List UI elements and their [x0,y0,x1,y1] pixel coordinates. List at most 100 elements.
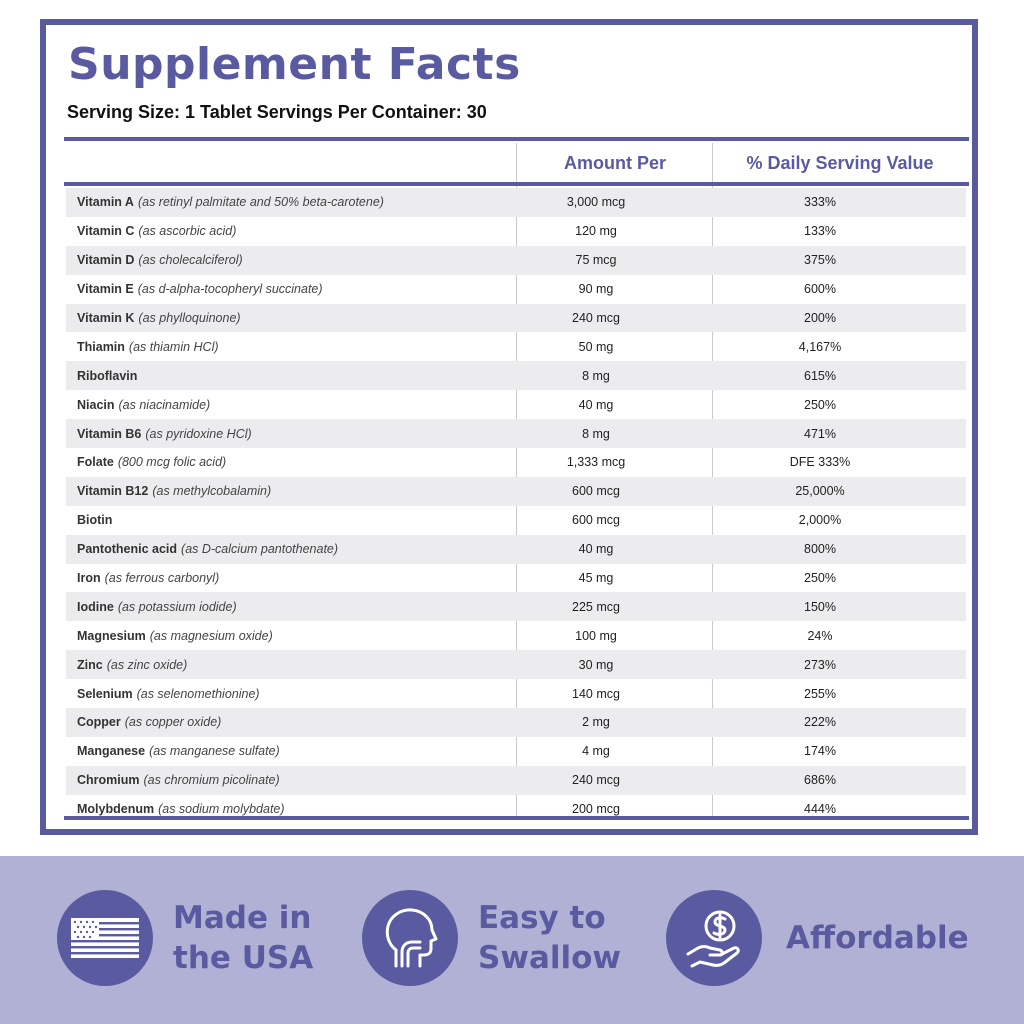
table-row: Riboflavin 8 mg 615% [66,361,966,391]
nutrient-name-cell: Zinc (as zinc oxide) [66,658,498,672]
nutrient-source: (as copper oxide) [124,715,222,730]
head-throat-icon [362,890,458,986]
daily-value-cell: 250% [804,571,836,586]
divider-header [64,182,969,186]
daily-value-cell: 133% [804,224,836,239]
daily-value-cell: 25,000% [795,484,845,499]
table-row: Manganese (as manganese sulfate) 4 mg 174% [66,737,966,766]
amount-cell: 90 mg [578,282,614,297]
nutrient-name-cell: Manganese (as manganese sulfate) [66,744,498,758]
nutrient-source: (as pyridoxine HCl) [145,426,252,441]
amount-cell: 1,333 mcg [566,455,626,470]
page-title: Supplement Facts [68,39,521,90]
table-row: Niacin (as niacinamide) 40 mg 250% [66,390,966,419]
nutrient-name: Copper [77,715,121,730]
nutrient-source: (as potassium iodide) [117,599,237,614]
nutrient-name-cell: Vitamin K (as phylloquinone) [66,311,498,325]
feature-label-line: Made in [173,900,312,936]
nutrient-name: Biotin [77,513,113,528]
amount-cell: 40 mg [578,397,614,412]
nutrient-name: Molybdenum [77,802,155,817]
table-row: Vitamin B12 (as methylcobalamin) 600 mcg 25… [66,476,966,506]
amount-cell: 4 mg [582,744,610,759]
nutrient-name-cell: Molybdenum (as sodium molybdate) [66,802,498,816]
nutrient-name-cell: Vitamin E (as d-alpha-tocopheryl succinat… [66,282,498,296]
nutrient-source: (as methylcobalamin) [152,484,272,499]
nutrient-source: (as D-calcium pantothenate) [181,542,339,557]
nutrient-name: Vitamin C [77,224,135,239]
daily-value-cell: 615% [804,368,836,383]
feature-label: Easy to Swallow [478,898,621,978]
table-row: Vitamin C (as ascorbic acid) 120 mg 133% [66,217,966,246]
daily-value-cell: 686% [804,773,836,788]
nutrient-source: (as ferrous carbonyl) [104,571,220,586]
nutrient-name: Manganese [77,744,146,759]
amount-cell: 40 mg [578,542,614,557]
table-row: Iodine (as potassium iodide) 225 mcg 150% [66,592,966,622]
nutrient-name: Thiamin [77,339,125,354]
daily-value-cell: 4,167% [798,339,842,354]
nutrient-name-cell: Iodine (as potassium iodide) [66,600,498,614]
table-row: Vitamin A (as retinyl palmitate and 50% b… [66,188,966,217]
nutrient-source: (as selenomethionine) [136,686,260,701]
nutrient-name-cell: Niacin (as niacinamide) [66,398,498,412]
feature-label-line: the USA [173,940,314,976]
amount-cell: 240 mcg [572,773,620,788]
feature-label: Affordable [786,918,969,958]
feature-label-line: Easy to [478,900,606,936]
nutrient-name-cell: Vitamin D (as cholecalciferol) [66,253,498,267]
divider-bottom [64,816,969,820]
daily-value-cell: 600% [804,282,836,297]
daily-value-cell: 200% [804,311,836,325]
daily-value-cell: 2,000% [798,513,842,528]
amount-cell: 45 mg [578,571,614,586]
nutrient-name: Iron [77,571,101,586]
table-row: Thiamin (as thiamin HCl) 50 mg 4,167% [66,332,966,361]
nutrient-table: Vitamin A (as retinyl palmitate and 50% b… [66,188,966,824]
daily-value-cell: DFE 333% [789,455,851,470]
table-row: Selenium (as selenomethionine) 140 mcg 255% [66,679,966,708]
nutrient-name: Zinc [77,657,103,672]
nutrient-name-cell: Copper (as copper oxide) [66,715,498,729]
daily-value-cell: 222% [804,715,836,730]
nutrient-name-cell: Pantothenic acid (as D-calcium pantothena… [66,542,498,556]
nutrient-name: Vitamin D [77,253,135,268]
table-row: Copper (as copper oxide) 2 mg 222% [66,708,966,737]
serving-info: Serving Size: 1 Tablet Servings Per Cont… [67,102,487,122]
nutrient-name: Magnesium [77,628,146,643]
nutrient-source: (as ascorbic acid) [138,224,237,239]
amount-cell: 100 mg [575,628,617,643]
daily-value-cell: 24% [807,628,833,643]
column-header-amount: Amount Per [563,153,666,173]
nutrient-name: Folate [77,455,114,470]
amount-cell: 225 mcg [572,599,620,614]
amount-cell: 200 mcg [572,802,620,817]
hand-coin-dollar-icon [666,890,762,986]
nutrient-source: (as d-alpha-tocopheryl succinate) [137,282,323,297]
nutrient-name-cell: Vitamin A (as retinyl palmitate and 50% b… [66,195,498,209]
nutrient-name-cell: Vitamin C (as ascorbic acid) [66,224,498,238]
nutrient-source: (as retinyl palmitate and 50% beta-carot… [137,195,384,210]
amount-cell: 600 mcg [572,513,620,528]
amount-cell: 8 mg [582,368,610,383]
feature-affordable: Affordable [666,890,969,986]
daily-value-cell: 471% [804,426,836,441]
nutrient-name: Selenium [77,686,133,701]
nutrient-source: (as sodium molybdate) [158,802,285,817]
table-row: Molybdenum (as sodium molybdate) 200 mcg 44… [66,795,966,824]
nutrient-name: Chromium [77,773,140,788]
nutrient-name-cell: Selenium (as selenomethionine) [66,687,498,701]
daily-value-cell: 444% [804,802,836,817]
table-row: Vitamin B6 (as pyridoxine HCl) 8 mg 471% [66,419,966,449]
nutrient-name-cell: Vitamin B12 (as methylcobalamin) [66,484,498,498]
daily-value-cell: 333% [804,195,836,210]
nutrient-name: Riboflavin [77,368,138,383]
table-row: Magnesium (as magnesium oxide) 100 mg 24% [66,621,966,650]
feature-made-in-usa: Made in the USA [57,890,313,986]
amount-cell: 75 mcg [575,253,617,268]
amount-cell: 3,000 mcg [566,195,626,210]
feature-label-line: Affordable [786,920,969,956]
supplement-facts-panel: Supplement Facts Serving Size: 1 Tablet … [40,19,978,835]
nutrient-name: Vitamin A [77,195,134,210]
daily-value-cell: 250% [804,397,836,412]
